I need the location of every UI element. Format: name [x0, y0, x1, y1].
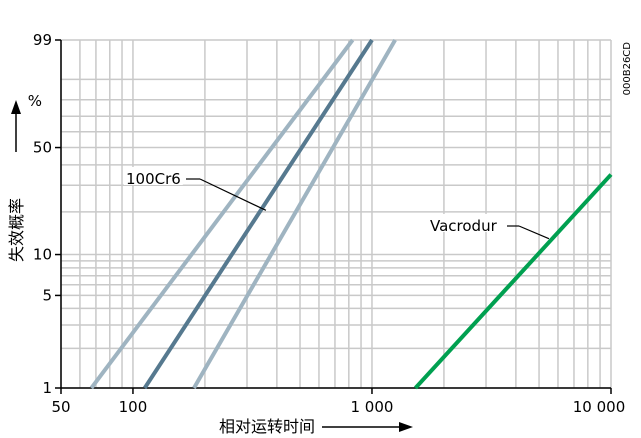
annotation-label-bg: [428, 214, 500, 232]
x-tick-label: 10 000: [573, 398, 626, 416]
annotation-leader: [199, 178, 267, 211]
series-line-confidence-bound: [192, 38, 397, 390]
y-unit-label: %: [28, 92, 42, 110]
y-tick-label: 5: [42, 286, 52, 304]
plot-frame: [55, 39, 612, 394]
y-tick-label: 99: [33, 31, 52, 49]
y-axis-title-group: 失效概率: [7, 198, 26, 262]
y-axis-title: 失效概率: [7, 198, 26, 262]
x-axis-arrow: [322, 422, 413, 432]
x-tick-label: 1 000: [351, 398, 394, 416]
tick-labels: 50 100 1 000 10 000 1 5 10 50 99: [33, 31, 625, 416]
annotation-label-bg: [124, 167, 183, 185]
series-line-100cr6: [143, 38, 374, 390]
y-tick-label: 50: [33, 139, 52, 157]
annotation-leader: [518, 225, 550, 240]
series-line-vacrodur: [413, 173, 613, 390]
x-tick-label: 100: [119, 398, 148, 416]
annotations: 100Cr6 Vacrodur: [124, 167, 550, 240]
series-group: [89, 38, 613, 390]
x-tick-label: 50: [51, 398, 70, 416]
y-tick-label: 1: [42, 379, 52, 397]
document-code: 000B26CD: [622, 42, 633, 96]
x-axis-title: 相对运转时间: [219, 417, 315, 436]
annotation-label: 100Cr6: [126, 170, 181, 188]
document-code-group: 000B26CD: [622, 42, 633, 96]
annotation-label: Vacrodur: [430, 217, 498, 235]
series-line-confidence-bound: [89, 38, 355, 390]
y-tick-label: 10: [33, 246, 52, 264]
y-axis-arrow: [11, 100, 21, 152]
